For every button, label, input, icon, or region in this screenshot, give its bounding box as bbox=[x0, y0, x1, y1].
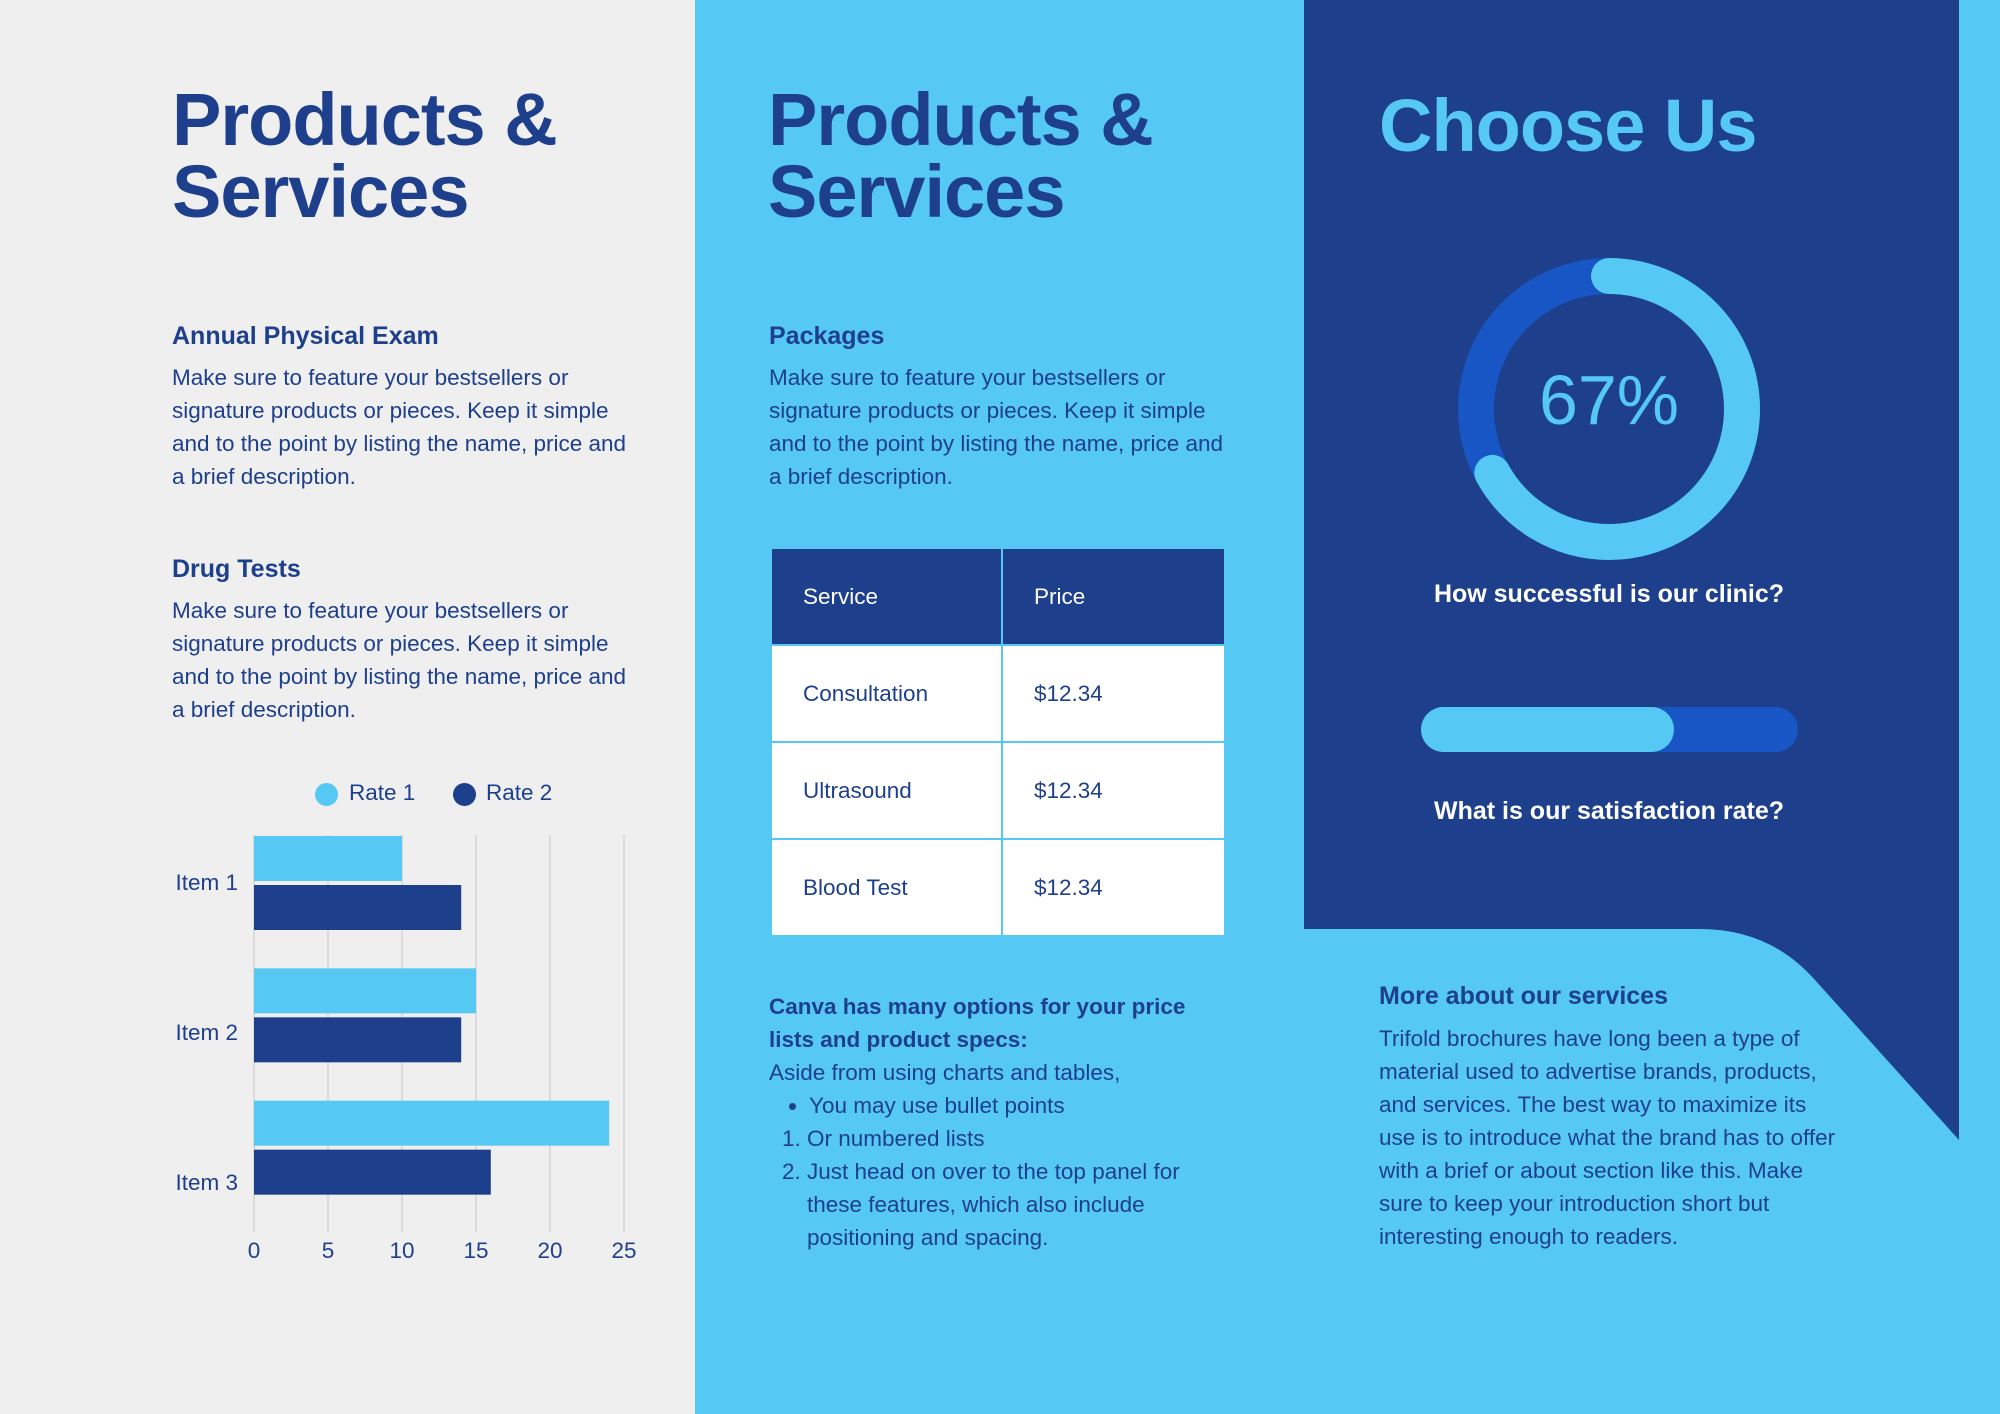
bar-item2-rate2 bbox=[254, 1017, 462, 1063]
chart-plot bbox=[253, 835, 625, 1232]
progress-caption: What is our satisfaction rate? bbox=[1433, 797, 1785, 825]
price-table: Service Price Consultation $12.34 Ultras… bbox=[770, 547, 1226, 937]
list-item: Or numbered lists bbox=[807, 1122, 1229, 1155]
list-item: You may use bullet points bbox=[809, 1089, 1229, 1122]
dark-panel bbox=[1304, 0, 1959, 929]
table-cell-service: Blood Test bbox=[770, 838, 1003, 937]
x-tick-10: 10 bbox=[389, 1238, 415, 1263]
table-cell-price: $12.34 bbox=[1001, 741, 1226, 840]
legend-swatch-rate2 bbox=[453, 783, 476, 806]
donut-caption: How successful is our clinic? bbox=[1433, 580, 1785, 608]
drug-tests-body: Make sure to feature your bestsellers or… bbox=[172, 598, 627, 722]
table-row: Ultrasound $12.34 bbox=[770, 741, 1226, 840]
packages-heading: Packages bbox=[769, 322, 885, 350]
legend-label-rate1: Rate 1 bbox=[349, 780, 416, 805]
table-header-row: Service Price bbox=[770, 547, 1226, 646]
middle-title: Products & Services bbox=[768, 78, 1154, 233]
table-cell-price: $12.34 bbox=[1001, 644, 1226, 743]
list-item: Just head on over to the top panel for t… bbox=[807, 1155, 1229, 1254]
x-tick-0: 0 bbox=[247, 1238, 261, 1263]
success-donut bbox=[1458, 258, 1760, 560]
satisfaction-progress-track bbox=[1421, 707, 1798, 752]
x-tick-25: 25 bbox=[611, 1238, 637, 1263]
table-row: Consultation $12.34 bbox=[770, 644, 1226, 743]
right-title: Choose Us bbox=[1379, 84, 1758, 167]
more-services-heading: More about our services bbox=[1379, 982, 1668, 1010]
x-tick-15: 15 bbox=[463, 1238, 489, 1263]
left-title: Products & Services bbox=[172, 78, 558, 233]
numbered-list: Or numbered lists Just head on over to t… bbox=[769, 1122, 1229, 1254]
bar-item1-rate2 bbox=[254, 885, 462, 930]
notes-heading: Canva has many options for your price li… bbox=[769, 994, 1186, 1052]
packages-body: Make sure to feature your bestsellers or… bbox=[769, 365, 1224, 489]
donut-value-arc bbox=[1458, 258, 1760, 560]
satisfaction-progress-fill bbox=[1421, 707, 1674, 752]
x-tick-5: 5 bbox=[321, 1238, 335, 1263]
donut-percent-label: 67% bbox=[1538, 361, 1680, 439]
drug-tests-heading: Drug Tests bbox=[172, 555, 301, 583]
x-tick-20: 20 bbox=[537, 1238, 563, 1263]
notes-block: Canva has many options for your price li… bbox=[769, 990, 1229, 1254]
category-label-item1: Item 1 bbox=[175, 870, 238, 895]
table-cell-service: Ultrasound bbox=[770, 741, 1003, 840]
legend-label-rate2: Rate 2 bbox=[486, 780, 553, 805]
table-header-service: Service bbox=[770, 547, 1003, 646]
table-cell-price: $12.34 bbox=[1001, 838, 1226, 937]
bar-item1-rate1 bbox=[254, 836, 402, 881]
category-label-item2: Item 2 bbox=[175, 1020, 238, 1045]
annual-exam-heading: Annual Physical Exam bbox=[172, 322, 439, 350]
table-row: Blood Test $12.34 bbox=[770, 838, 1226, 937]
table-header-price: Price bbox=[1001, 547, 1226, 646]
bar-item3-rate1 bbox=[254, 1100, 610, 1146]
table-cell-service: Consultation bbox=[770, 644, 1003, 743]
bar-item3-rate2 bbox=[254, 1149, 491, 1195]
category-label-item3: Item 3 bbox=[175, 1170, 238, 1195]
more-services-body: Trifold brochures have long been a type … bbox=[1379, 1026, 1836, 1249]
legend-swatch-rate1 bbox=[315, 783, 338, 806]
bullet-list: You may use bullet points bbox=[769, 1089, 1229, 1122]
bar-item2-rate1 bbox=[254, 968, 476, 1014]
annual-exam-body: Make sure to feature your bestsellers or… bbox=[172, 365, 627, 489]
notes-intro: Aside from using charts and tables, bbox=[769, 1060, 1121, 1085]
